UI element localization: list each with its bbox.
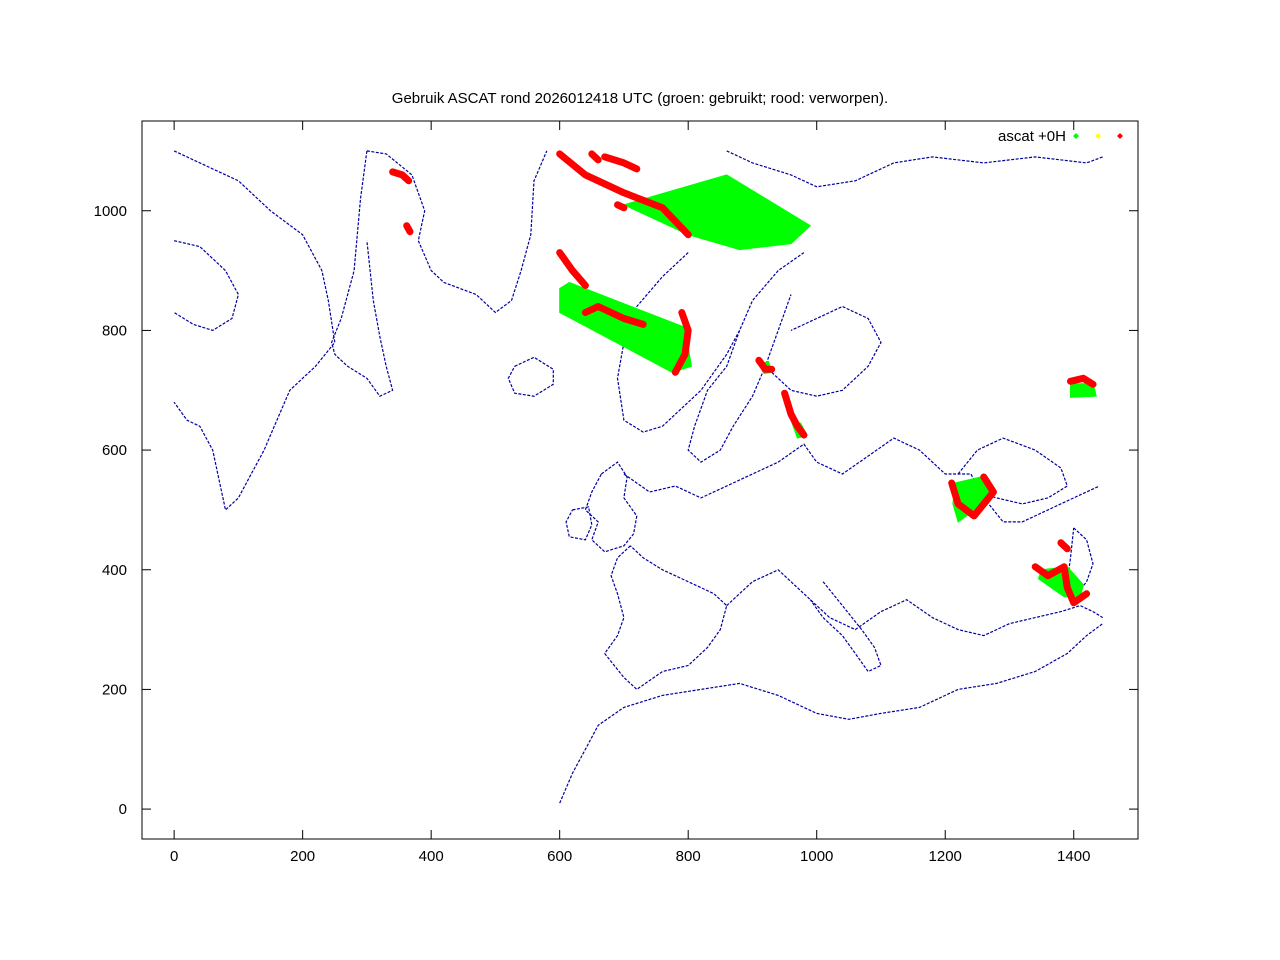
rejected-observations-band-11	[781, 389, 808, 439]
rejected-observations-band-5	[556, 249, 589, 289]
ireland-coastline	[565, 506, 593, 541]
y-tick-label: 600	[102, 442, 127, 459]
legend-marker-2	[1095, 133, 1101, 139]
baltic-coastline	[764, 305, 882, 397]
y-tick-label: 0	[119, 801, 127, 818]
canada-coastline	[173, 150, 336, 512]
italy-coastline	[809, 581, 882, 673]
legend-marker-1	[1073, 133, 1079, 139]
x-tick-label: 200	[290, 848, 315, 865]
rejected-observations-band-12	[948, 473, 997, 520]
y-tick-label: 800	[102, 322, 127, 339]
y-tick-label: 400	[102, 562, 127, 579]
used-observations-region-2	[559, 281, 692, 373]
x-tick-label: 1200	[929, 848, 962, 865]
rejected-observations-band-4	[614, 201, 628, 212]
rejected-observations-band-2	[601, 153, 641, 173]
x-tick-label: 1400	[1057, 848, 1090, 865]
uk-coastline	[584, 461, 638, 553]
iceland-coastline	[507, 356, 554, 397]
legend-label: ascat +0H	[998, 128, 1066, 145]
rejected-observations-band-1	[556, 150, 692, 239]
rejected-observations-band-10	[755, 356, 776, 373]
rejected-observations-band-3	[588, 150, 602, 164]
chart-title: Gebruik ASCAT rond 2026012418 UTC (groen…	[392, 90, 888, 107]
rejected-observations-band-13	[1031, 563, 1091, 607]
rejected-observations-band-14	[1057, 539, 1071, 553]
x-tick-label: 800	[676, 848, 701, 865]
greenland-coastline	[366, 150, 548, 314]
x-tick-label: 0	[170, 848, 178, 865]
sweden-finland-coastline	[687, 294, 792, 463]
x-tick-label: 400	[419, 848, 444, 865]
greenland-south-coastline	[330, 150, 394, 397]
axes: 0 200 400 600 800 1000 1200 1400 0 200 400 600 800 10…	[94, 120, 1139, 865]
mediterranean-coastline	[726, 569, 1104, 637]
coastline-layer	[173, 150, 1104, 804]
used-observations-region-1	[622, 174, 812, 251]
legend: ascat +0H	[998, 128, 1123, 145]
canada-island-coastline	[173, 240, 240, 332]
x-tick-label: 1000	[800, 848, 833, 865]
data-layer	[389, 150, 1097, 607]
x-tick-label: 600	[547, 848, 572, 865]
africa-coastline	[559, 623, 1104, 804]
plot-frame	[141, 120, 1139, 840]
legend-markers	[1073, 133, 1123, 139]
rejected-observations-band-8	[389, 168, 413, 185]
rejected-observations-band-15	[1067, 374, 1097, 388]
rejected-observations-band-9	[403, 222, 414, 236]
rejected-observations-band-7	[671, 309, 692, 376]
y-tick-label: 1000	[94, 203, 127, 220]
iberia-coastline	[603, 545, 728, 691]
russia-arctic-coastline	[726, 150, 1103, 188]
rejected-observations-band-6	[581, 303, 647, 328]
legend-marker-3	[1117, 133, 1123, 139]
y-tick-label: 200	[102, 681, 127, 698]
europe-coastline	[623, 437, 1100, 523]
